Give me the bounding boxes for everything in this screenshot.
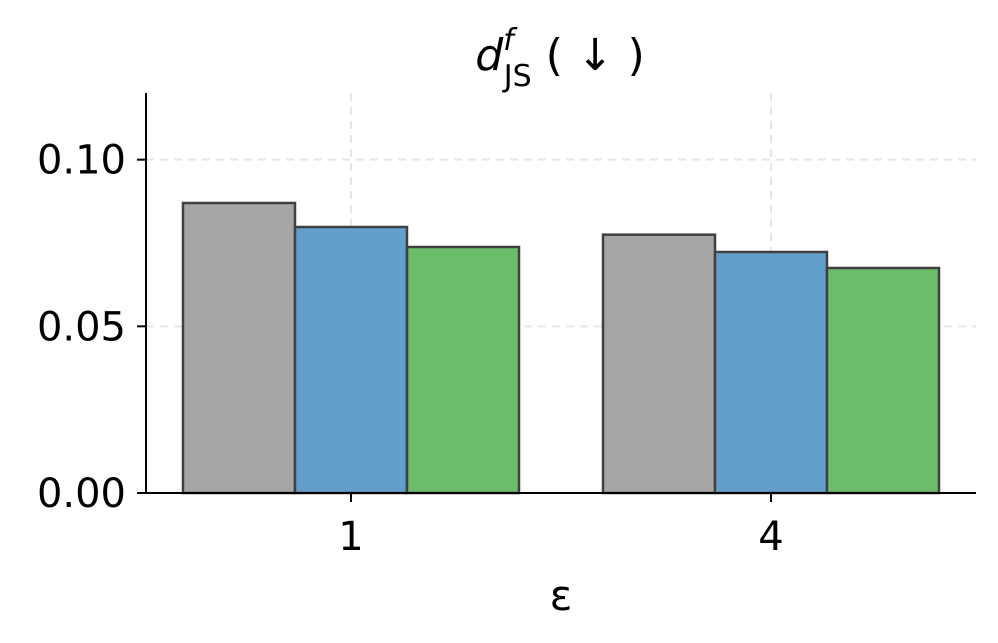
y-tick-label: 0.05 — [37, 304, 126, 350]
bar — [293, 225, 409, 495]
title-subscript: JS — [502, 59, 532, 94]
bar — [713, 250, 829, 495]
bar — [405, 245, 521, 495]
y-tick-label: 0.00 — [37, 471, 126, 517]
bar — [181, 201, 297, 495]
x-axis-label: ε — [550, 571, 573, 620]
tick-labels: 0.00 0.05 0.10 1 4 — [37, 138, 784, 560]
x-tick-label: 4 — [758, 514, 783, 560]
chart-title: df JS ( ↓ ) — [475, 23, 645, 94]
title-superscript: f — [503, 23, 518, 58]
title-main: d — [475, 30, 504, 81]
axes — [137, 93, 976, 502]
bars — [181, 201, 941, 495]
bar — [601, 233, 717, 495]
y-tick-label: 0.10 — [37, 138, 126, 184]
title-suffix: ( ↓ ) — [532, 30, 645, 81]
x-tick-label: 1 — [338, 514, 363, 560]
bar — [825, 266, 941, 495]
